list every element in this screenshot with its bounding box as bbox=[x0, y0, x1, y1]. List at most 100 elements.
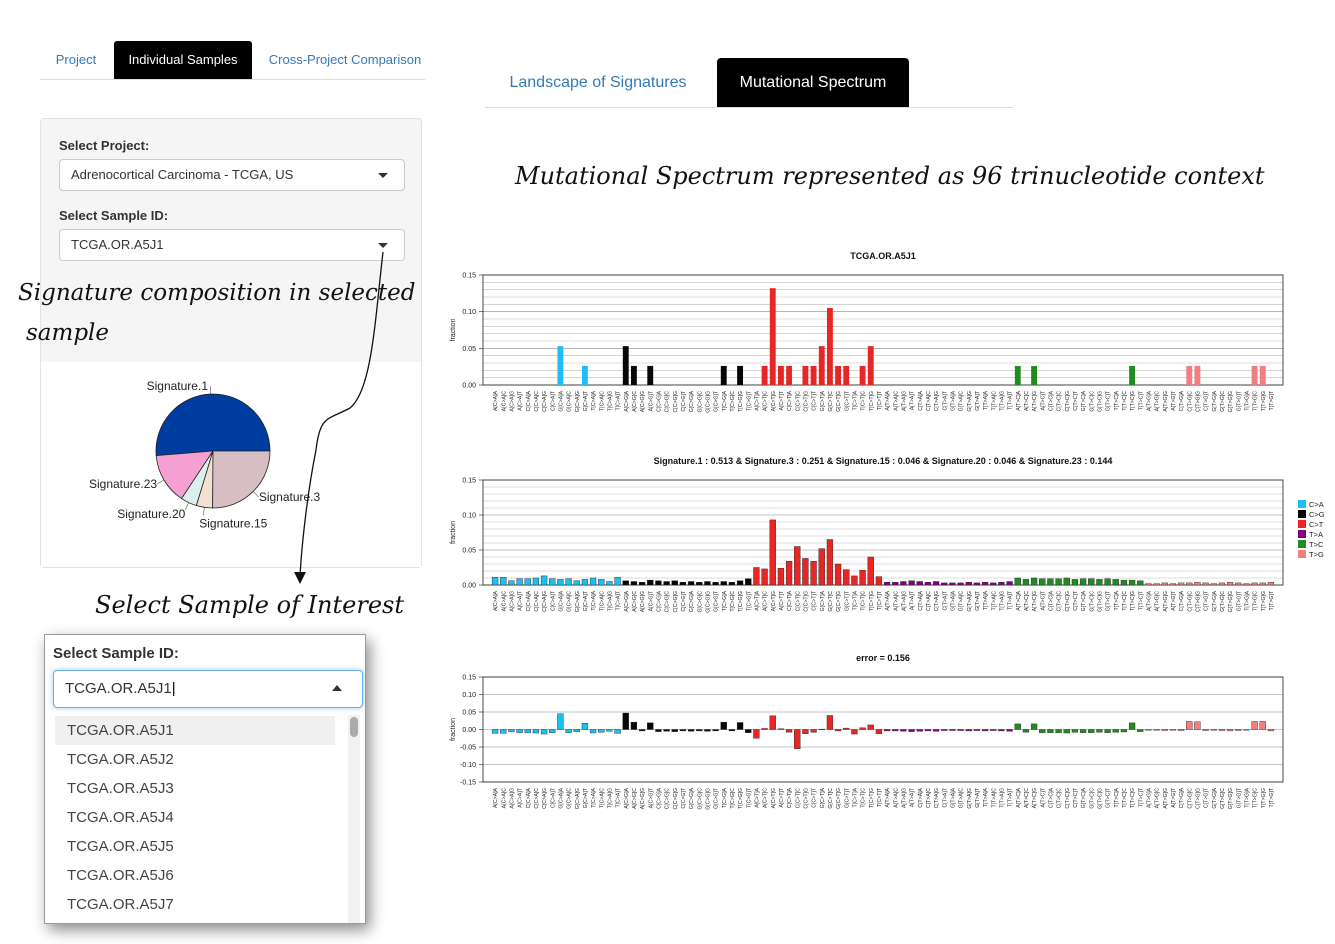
dropdown-option[interactable]: TCGA.OR.A5J5 bbox=[67, 838, 174, 855]
bar bbox=[589, 577, 597, 586]
x-tick-label: C[C>G]G bbox=[673, 391, 679, 412]
x-tick-label: C[C>A]C bbox=[534, 788, 540, 809]
x-tick-label: C[T>C]G bbox=[1065, 391, 1071, 412]
x-tick-label: C[C>A]C bbox=[534, 591, 540, 612]
x-tick-label: C[T>G]T bbox=[1204, 787, 1210, 808]
bar bbox=[810, 729, 817, 733]
bar bbox=[777, 568, 785, 586]
bar bbox=[818, 346, 825, 385]
bar bbox=[704, 729, 711, 732]
x-tick-label: A[T>A]G bbox=[901, 591, 907, 611]
bar bbox=[859, 365, 866, 385]
scrollbar-thumb[interactable] bbox=[350, 717, 358, 737]
x-tick-label: G[C>G]G bbox=[705, 591, 711, 613]
bar bbox=[1243, 729, 1250, 731]
x-tick-label: C[C>T]A bbox=[787, 390, 793, 411]
bar bbox=[843, 727, 850, 730]
x-tick-label: T[C>G]A bbox=[722, 390, 728, 411]
x-tick-label: G[C>T]G bbox=[836, 391, 842, 412]
bar bbox=[1030, 723, 1038, 730]
x-tick-label: T[T>G]A bbox=[1244, 787, 1250, 807]
legend-swatch bbox=[1298, 550, 1306, 558]
dropdown-option[interactable]: TCGA.OR.A5J6 bbox=[67, 867, 174, 884]
x-tick-label: C[C>A]A bbox=[526, 590, 532, 611]
bar bbox=[614, 577, 621, 586]
x-tick-label: G[C>A]A bbox=[558, 787, 564, 808]
bar bbox=[1177, 729, 1185, 731]
x-tick-label: T[C>T]T bbox=[877, 787, 883, 807]
bar bbox=[500, 577, 507, 586]
dropdown-option[interactable]: TCGA.OR.A5J2 bbox=[67, 751, 174, 768]
tab-mutational-spectrum[interactable]: Mutational Spectrum bbox=[717, 58, 909, 107]
bar bbox=[965, 729, 972, 732]
bar bbox=[1210, 583, 1217, 586]
x-tick-label: G[T>C]T bbox=[1106, 390, 1112, 411]
x-tick-label: C[C>T]A bbox=[787, 590, 793, 611]
bar bbox=[728, 729, 736, 732]
x-tick-label: A[T>G]A bbox=[1146, 390, 1152, 411]
x-tick-label: T[C>A]C bbox=[599, 391, 605, 411]
dropdown-option[interactable]: TCGA.OR.A5J7 bbox=[67, 896, 174, 913]
x-tick-label: A[C>T]T bbox=[779, 390, 785, 410]
dropdown-option[interactable]: TCGA.OR.A5J4 bbox=[67, 809, 174, 826]
bar bbox=[835, 365, 842, 385]
bar bbox=[1022, 729, 1030, 733]
bar bbox=[606, 581, 613, 586]
x-tick-label: C[C>A]G bbox=[542, 788, 548, 809]
bar bbox=[581, 579, 589, 586]
x-tick-label: C[T>C]G bbox=[1065, 591, 1071, 612]
x-tick-label: T[C>G]C bbox=[730, 788, 736, 809]
bar bbox=[532, 577, 540, 586]
bar bbox=[900, 581, 907, 586]
x-tick-label: G[C>A]A bbox=[558, 390, 564, 411]
x-tick-label: G[T>G]A bbox=[1212, 390, 1218, 411]
x-tick-label: C[C>T]C bbox=[795, 788, 801, 809]
x-tick-label: G[C>A]G bbox=[575, 391, 581, 412]
bar bbox=[598, 579, 605, 586]
x-tick-label: T[C>A]A bbox=[591, 390, 597, 410]
x-tick-label: G[C>A]C bbox=[567, 788, 573, 809]
tab-project[interactable]: Project bbox=[55, 52, 97, 67]
x-tick-label: T[T>A]A bbox=[983, 590, 989, 610]
sample-select[interactable]: TCGA.OR.A5J1 bbox=[59, 229, 405, 261]
x-tick-label: T[T>A]T bbox=[1008, 590, 1014, 610]
x-tick-label: G[T>G]T bbox=[1236, 390, 1242, 411]
bar bbox=[745, 729, 752, 733]
x-tick-label: G[T>G]C bbox=[1220, 788, 1226, 809]
x-tick-label: C[T>C]A bbox=[1048, 390, 1054, 411]
x-tick-label: G[T>G]C bbox=[1220, 591, 1226, 612]
bar bbox=[1047, 578, 1054, 586]
x-tick-label: A[C>T]C bbox=[763, 391, 769, 411]
bar bbox=[1104, 729, 1111, 733]
bar bbox=[753, 567, 760, 586]
dropdown-scrollbar[interactable] bbox=[348, 715, 360, 923]
x-tick-label: T[T>C]G bbox=[1130, 591, 1136, 611]
bar bbox=[851, 575, 858, 586]
tab-landscape-of-signatures[interactable]: Landscape of Signatures bbox=[509, 74, 687, 91]
x-tick-label: A[T>G]C bbox=[1155, 591, 1161, 612]
x-tick-label: T[C>T]G bbox=[869, 788, 875, 808]
bar bbox=[769, 288, 776, 385]
pie-slice bbox=[155, 450, 214, 500]
bar bbox=[589, 729, 597, 734]
project-select[interactable]: Adrenocortical Carcinoma - TCGA, US bbox=[59, 159, 405, 191]
x-tick-label: G[C>T]A bbox=[820, 390, 826, 411]
x-tick-label: C[C>T]G bbox=[803, 591, 809, 612]
bar bbox=[1071, 579, 1079, 586]
x-tick-label: T[C>G]C bbox=[730, 591, 736, 612]
bar bbox=[908, 580, 915, 586]
tab-individual-samples[interactable]: Individual Samples bbox=[114, 41, 252, 79]
x-tick-label: T[C>A]G bbox=[607, 391, 613, 411]
tab-cross-project-comparison[interactable]: Cross-Project Comparison bbox=[268, 52, 422, 67]
bar bbox=[540, 729, 548, 735]
bar bbox=[737, 365, 744, 385]
x-tick-label: G[C>A]T bbox=[583, 787, 589, 808]
dropdown-option[interactable]: TCGA.OR.A5J3 bbox=[67, 780, 174, 797]
dropdown-option[interactable]: TCGA.OR.A5J1 bbox=[55, 716, 335, 745]
x-tick-label: G[T>G]C bbox=[1220, 391, 1226, 412]
x-tick-label: G[T>A]A bbox=[950, 390, 956, 411]
x-tick-label: G[C>T]T bbox=[844, 590, 850, 611]
x-tick-label: T[C>T]T bbox=[877, 390, 883, 410]
sample-search-input[interactable]: TCGA.OR.A5J1| bbox=[53, 670, 363, 708]
bar bbox=[785, 729, 793, 733]
